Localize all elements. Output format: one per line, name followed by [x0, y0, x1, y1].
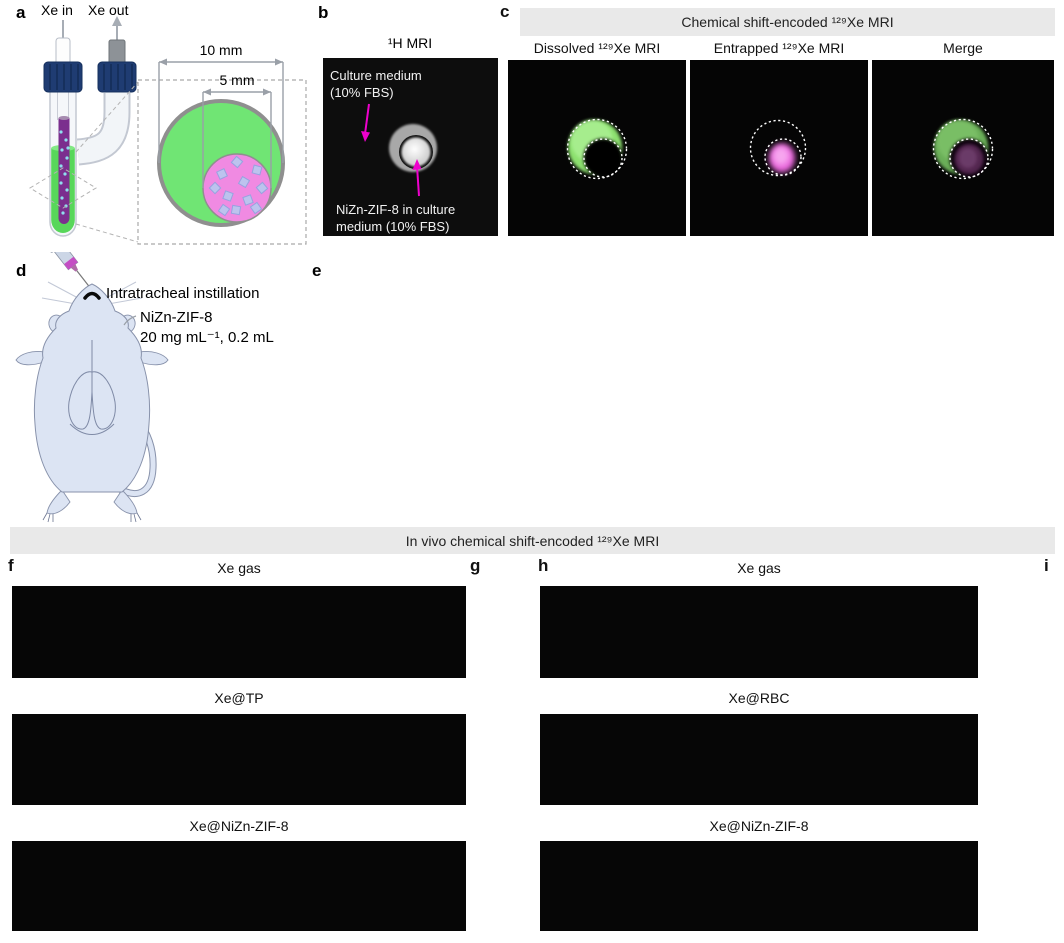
- lungs-outline: [68, 340, 116, 435]
- f-xe-tp-mri-strip: [12, 714, 466, 805]
- dissolved-xe-mri-image: [508, 60, 686, 236]
- entrapped-xe-title: Entrapped ¹²⁹Xe MRI: [713, 40, 845, 56]
- dose-label: 20 mg mL⁻¹, 0.2 mL: [140, 329, 274, 346]
- f-row1-title: Xe gas: [217, 560, 261, 576]
- h-xe-gas-mri-strip: [540, 586, 978, 678]
- merge-mri-image: [872, 60, 1054, 236]
- panel-a-apparatus-diagram: a Xe in Xe out: [16, 2, 307, 245]
- tube-cap-right: [97, 39, 137, 93]
- f-row3-title: Xe@NiZn-ZIF-8: [189, 818, 289, 834]
- xe-in-label: Xe in: [41, 2, 73, 18]
- panel-b-label: b: [318, 3, 328, 22]
- phantom-cross-section-mri: [389, 124, 437, 172]
- xe-out-label: Xe out: [88, 2, 129, 18]
- panel-c-header: Chemical shift-encoded ¹²⁹Xe MRI: [520, 8, 1055, 36]
- annotation-arrow-down: [361, 103, 370, 142]
- panel-h-label: h: [538, 556, 549, 575]
- panel-a-label: a: [16, 3, 26, 22]
- toes: [42, 512, 142, 523]
- inner-diameter-dimension: [202, 88, 272, 188]
- nizn-zif8-particles: [208, 155, 269, 217]
- agent-pointer: [123, 315, 137, 326]
- i-xe-nizn-3d-render: [984, 838, 1058, 932]
- panel-e-nmr-spectrum: e: [312, 261, 321, 280]
- i-xe-gas-3d-render: [984, 584, 1058, 680]
- annotation-arrow-up: [412, 159, 422, 197]
- agent-label: NiZn-ZIF-8: [140, 309, 213, 326]
- panel-d-instillation-diagram: d: [15, 252, 274, 523]
- zoom-box: [137, 79, 307, 245]
- culture-medium-annotation: Culture medium: [330, 68, 422, 83]
- inner-diameter-label: 5 mm: [220, 72, 255, 88]
- whiskers: [41, 281, 143, 305]
- xe-outlet-tube: [76, 93, 131, 166]
- h-row2-title: Xe@RBC: [728, 690, 790, 706]
- f-xe-nizn-mri-strip: [12, 841, 466, 931]
- syringe-icon: [49, 252, 89, 287]
- dissolved-xe-title: Dissolved ¹²⁹Xe MRI: [533, 40, 661, 56]
- nizn-zif8-annotation: NiZn-ZIF-8 in culture: [336, 202, 455, 217]
- h-xe-nizn-mri-strip: [540, 841, 978, 931]
- zoom-callout-lines: [29, 81, 139, 243]
- mouse-illustration: [15, 281, 169, 523]
- entrapped-xe-mri-image: [690, 60, 868, 236]
- tube-cap-left: [43, 37, 83, 93]
- g-xe-gas-3d-render: [472, 587, 536, 677]
- f-row2-title: Xe@TP: [214, 690, 264, 706]
- outer-diameter-dimension: [158, 58, 284, 163]
- 1h-mri-title: ¹H MRI: [388, 35, 432, 51]
- h-row3-title: Xe@NiZn-ZIF-8: [709, 818, 809, 834]
- mouse-mouth: [83, 291, 101, 300]
- outer-diameter-label: 10 mm: [200, 42, 243, 58]
- in-vivo-banner: In vivo chemical shift-encoded ¹²⁹Xe MRI: [10, 527, 1055, 554]
- panel-e-label: e: [312, 261, 321, 280]
- panel-f-label: f: [8, 556, 14, 575]
- svg-text:(10% FBS): (10% FBS): [330, 85, 394, 100]
- f-xe-gas-mri-strip: [12, 586, 466, 678]
- merge-title: Merge: [943, 40, 983, 56]
- g-xe-nizn-3d-render: [471, 839, 537, 931]
- panel-b-1h-mri: b ¹H MRI Culture medium (10% FBS) NiZn-Z…: [318, 3, 498, 236]
- instillation-annotation: Intratracheal instillation: [106, 285, 259, 302]
- svg-text:medium (10% FBS): medium (10% FBS): [336, 219, 449, 234]
- xe-bubbles: [59, 130, 70, 215]
- i-xe-rbc-3d-render: [986, 712, 1056, 806]
- h-xe-rbc-mri-strip: [540, 714, 978, 805]
- panel-c-label: c: [500, 2, 510, 21]
- nmr-tube: [49, 89, 77, 237]
- panel-i-label: i: [1044, 556, 1049, 575]
- g-xe-tp-3d-render: [470, 713, 538, 807]
- h-row1-title: Xe gas: [737, 560, 781, 576]
- panel-d-label: d: [16, 261, 26, 280]
- panel-g-label: g: [470, 556, 481, 575]
